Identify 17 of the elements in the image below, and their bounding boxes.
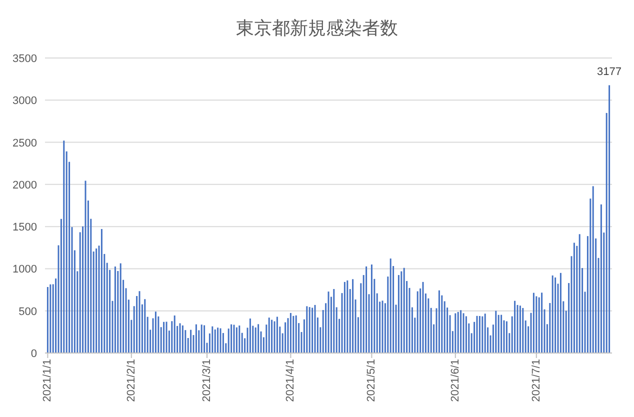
x-tick-label: 2021/2/1: [125, 359, 138, 402]
x-tick-label: 2021/7/1: [530, 359, 542, 402]
y-tick-label: 2500: [12, 137, 37, 150]
y-tick-label: 500: [18, 306, 37, 318]
y-tick-label: 3500: [12, 53, 37, 65]
y-tick-label: 3000: [12, 95, 37, 108]
x-tick-label: 2021/3/1: [200, 359, 213, 402]
chart-title: 東京都新規感染者数: [236, 18, 398, 38]
y-tick-label: 1500: [12, 222, 37, 234]
y-tick-label: 2000: [12, 179, 37, 192]
y-tick-label: 0: [30, 348, 37, 360]
y-tick-label: 1000: [12, 264, 37, 276]
annotation: 3177: [597, 66, 622, 78]
x-tick-label: 2021/4/1: [284, 359, 297, 402]
x-tick-label: 2021/5/1: [366, 359, 378, 402]
x-tick-label: 2021/6/1: [449, 359, 462, 402]
x-tick-label: 2021/1/1: [42, 359, 54, 402]
